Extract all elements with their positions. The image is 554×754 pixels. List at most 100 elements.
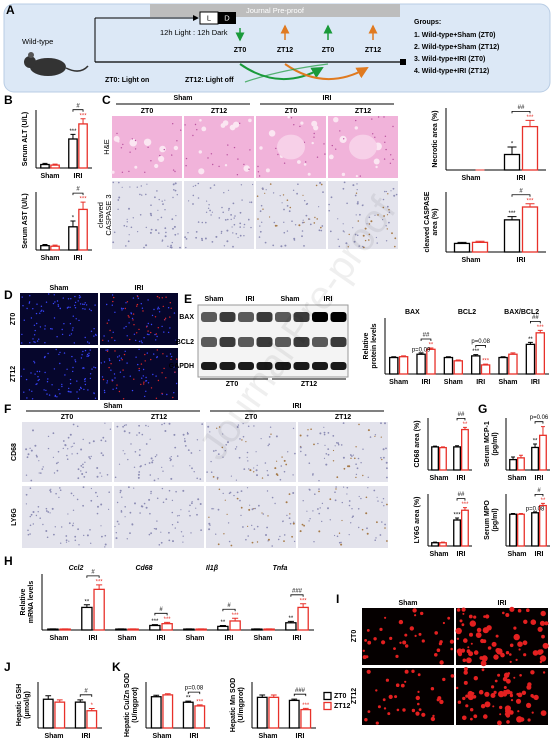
cell	[70, 298, 72, 300]
cell	[398, 619, 404, 625]
cell	[79, 303, 82, 305]
cell	[209, 431, 211, 433]
error-bar	[440, 541, 445, 543]
cell	[235, 446, 238, 448]
cell	[97, 505, 99, 508]
cell	[233, 223, 236, 226]
cell	[266, 490, 269, 492]
cell	[160, 531, 162, 533]
cell	[65, 541, 68, 543]
cell	[334, 445, 336, 447]
cell	[147, 425, 149, 427]
cell	[388, 208, 390, 211]
cell	[384, 527, 386, 529]
y-axis-label: Serum MPO	[484, 500, 491, 540]
cell	[134, 148, 137, 150]
column-group-label: Sham	[103, 403, 122, 410]
cell	[77, 528, 79, 531]
cell	[143, 246, 145, 249]
cell	[299, 434, 302, 437]
bar	[229, 620, 241, 631]
error-bar	[510, 352, 516, 355]
blot-band	[330, 337, 347, 347]
cell	[57, 305, 60, 307]
cell	[236, 497, 239, 500]
comparison-label: p=0.06	[530, 415, 549, 421]
cell	[195, 236, 198, 239]
cell	[256, 525, 259, 528]
x-tick-label: Sham	[253, 635, 272, 642]
cell	[250, 201, 253, 204]
cell	[283, 470, 286, 473]
cell	[59, 489, 62, 492]
cell	[172, 465, 174, 467]
cell	[129, 375, 131, 377]
cell	[101, 475, 103, 477]
cell	[388, 211, 391, 214]
bar	[531, 512, 539, 547]
cell	[256, 474, 258, 477]
cell	[161, 423, 163, 426]
cell	[108, 366, 110, 369]
cell	[101, 535, 103, 538]
cell	[129, 511, 132, 514]
comparison-label: ##	[532, 315, 539, 321]
cell	[293, 540, 296, 543]
cell	[487, 646, 492, 650]
cell	[52, 456, 55, 458]
cell	[194, 123, 197, 126]
mouse-label: Wild-type	[22, 37, 53, 46]
cell	[174, 446, 177, 449]
cell	[121, 359, 123, 361]
cell	[239, 438, 241, 440]
cell	[240, 514, 242, 517]
cell	[94, 304, 96, 306]
cell	[292, 492, 295, 494]
cell	[188, 200, 190, 202]
cell	[320, 183, 323, 186]
cell	[196, 129, 198, 131]
x-tick-label: Sham	[507, 475, 526, 482]
cell	[337, 218, 339, 220]
cell	[287, 115, 291, 119]
cell	[94, 367, 97, 369]
cell	[136, 332, 138, 334]
cell	[83, 388, 85, 391]
cell	[291, 220, 293, 222]
cell	[158, 155, 165, 162]
cell	[119, 371, 122, 373]
cell	[147, 382, 150, 384]
panel-letter: I	[336, 592, 339, 606]
cell	[138, 454, 141, 457]
cell	[375, 721, 379, 725]
micrograph	[206, 422, 296, 482]
error-bar	[45, 695, 52, 700]
cell	[44, 371, 46, 374]
cell	[117, 208, 119, 210]
cell	[45, 530, 48, 532]
cell	[34, 341, 36, 343]
error-bar	[455, 517, 460, 520]
cell	[122, 450, 124, 452]
cell	[299, 125, 301, 128]
cell	[106, 322, 109, 324]
cell	[218, 217, 221, 219]
cell	[377, 116, 380, 118]
cell	[300, 450, 302, 453]
cell	[509, 653, 512, 656]
cell	[389, 636, 393, 641]
cell	[313, 443, 315, 446]
blot-band	[330, 362, 347, 370]
cell	[75, 318, 77, 320]
cell	[59, 351, 61, 354]
cell	[160, 541, 163, 544]
cell	[395, 683, 400, 687]
cell	[171, 241, 173, 244]
cell	[400, 683, 405, 688]
cell	[337, 443, 340, 446]
cell	[283, 162, 286, 164]
cell	[49, 489, 51, 492]
cell	[27, 529, 29, 532]
cell	[185, 165, 187, 167]
blot-band	[312, 312, 328, 322]
